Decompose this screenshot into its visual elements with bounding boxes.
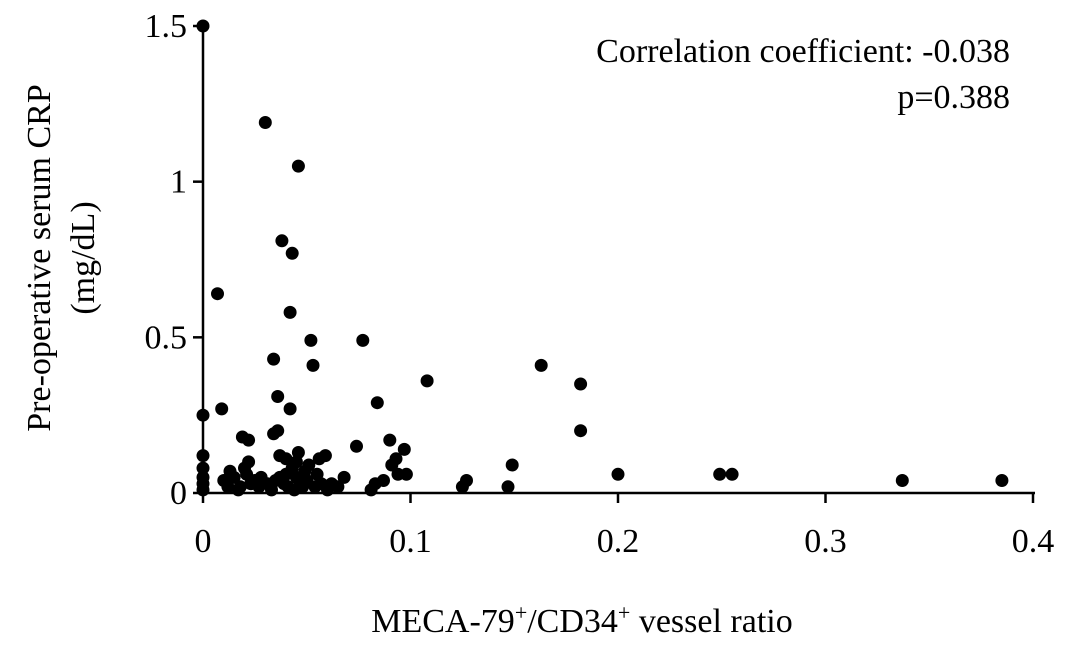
data-point <box>196 461 210 475</box>
data-point <box>995 474 1009 487</box>
data-point <box>370 396 384 410</box>
y-tick-label: 0 <box>170 475 187 512</box>
data-point <box>283 402 297 416</box>
data-point <box>460 474 473 487</box>
data-point <box>233 480 247 494</box>
data-point <box>611 467 625 481</box>
data-point <box>337 470 351 484</box>
data-point <box>285 246 299 260</box>
data-point <box>211 287 224 301</box>
data-point <box>279 452 293 466</box>
data-point <box>196 449 210 463</box>
x-ticks: 0 0.1 0.2 0.3 0.4 <box>195 493 1055 560</box>
data-point <box>713 467 727 481</box>
data-point <box>291 159 305 173</box>
data-point <box>304 333 318 347</box>
data-point <box>725 467 739 481</box>
x-tick-label: 0.4 <box>1012 523 1055 560</box>
data-point <box>242 433 256 447</box>
y-axis-label-line-1: Pre-operative serum CRP <box>21 84 58 432</box>
data-point <box>196 19 210 33</box>
data-point <box>420 374 434 388</box>
data-point <box>501 480 515 494</box>
data-point <box>215 402 229 416</box>
x-tick-label: 0 <box>195 523 212 560</box>
data-point <box>505 458 519 472</box>
p-value-annotation: p=0.388 <box>897 79 1010 116</box>
data-points <box>196 19 1009 497</box>
data-point <box>574 424 588 438</box>
data-point <box>356 333 370 347</box>
data-point <box>574 377 588 391</box>
y-tick-label: 1 <box>170 164 187 201</box>
data-point <box>306 358 320 372</box>
data-point <box>377 474 390 487</box>
data-point <box>350 439 363 453</box>
data-point <box>534 358 548 372</box>
data-point <box>399 467 413 481</box>
data-point <box>242 455 256 469</box>
data-point <box>275 234 289 248</box>
data-point <box>331 480 345 494</box>
data-point <box>895 474 909 487</box>
data-point <box>196 408 210 422</box>
y-tick-label: 0.5 <box>145 319 188 356</box>
data-point <box>302 458 316 472</box>
data-point <box>397 442 411 456</box>
data-point <box>267 352 281 366</box>
data-point <box>258 116 272 129</box>
data-point <box>291 446 305 459</box>
x-tick-label: 0.1 <box>389 523 432 560</box>
data-point <box>318 449 332 463</box>
data-point <box>221 480 235 494</box>
x-axis-label: MECA-79+/CD34+ vessel ratio <box>371 600 793 641</box>
data-point <box>283 305 297 319</box>
data-point <box>389 452 403 466</box>
data-point <box>227 470 241 484</box>
data-point <box>196 483 210 497</box>
x-tick-label: 0.2 <box>597 523 640 560</box>
data-point <box>271 390 285 403</box>
y-axis-label-line-2: (mg/dL) <box>65 201 102 314</box>
correlation-annotation: Correlation coefficient: -0.038 <box>596 33 1010 70</box>
data-point <box>383 433 397 447</box>
y-ticks: 0 0.5 1 1.5 <box>145 8 203 512</box>
data-point <box>271 424 285 438</box>
y-tick-label: 1.5 <box>145 8 188 45</box>
x-tick-label: 0.3 <box>804 523 847 560</box>
